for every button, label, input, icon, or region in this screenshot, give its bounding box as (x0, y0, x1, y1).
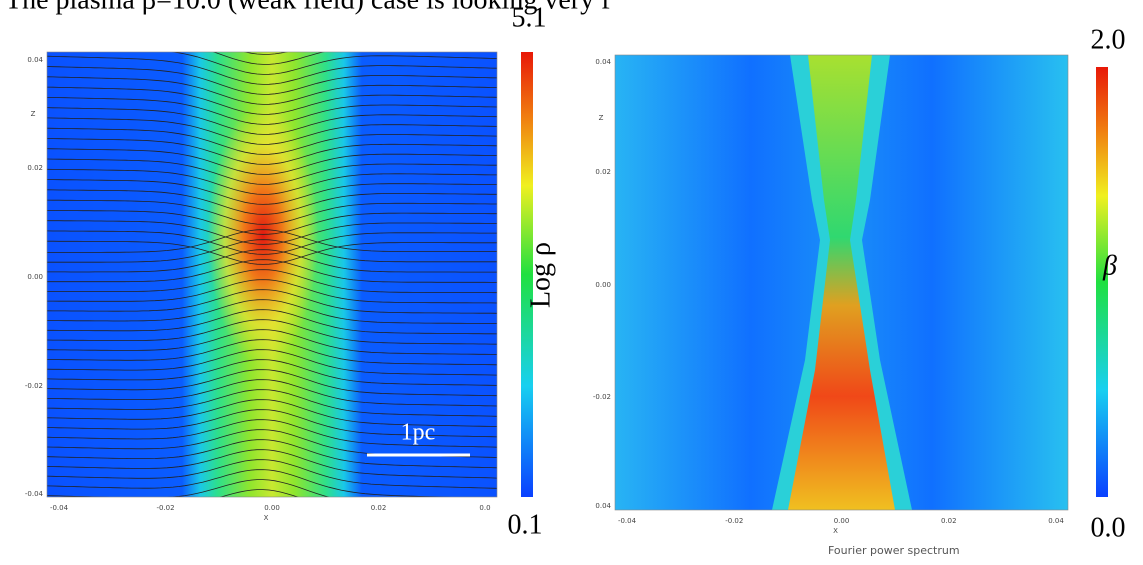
colorbar (521, 52, 533, 497)
y-axis-label: Z (31, 110, 36, 118)
y-tick-label: 0.02 (595, 168, 611, 176)
field-line (47, 86, 497, 115)
field-line (47, 249, 497, 273)
field-line (47, 158, 497, 185)
hourglass-core (788, 55, 895, 510)
x-tick-label: 0.0 (479, 504, 490, 512)
field-line (47, 127, 497, 155)
colorbar-max: 5.1 (512, 2, 547, 33)
field-line (47, 168, 497, 195)
field-line (47, 97, 497, 125)
field-line (47, 76, 497, 105)
x-tick-label: -0.04 (50, 504, 69, 512)
x-tick-label: 0.02 (941, 517, 957, 525)
y-tick-label: 0.00 (27, 273, 43, 281)
field-line (47, 409, 497, 438)
field-line (47, 189, 497, 215)
field-line (47, 107, 497, 135)
field-line (47, 459, 497, 489)
field-line (47, 230, 497, 255)
scale-label: 1pc (401, 420, 436, 446)
field-line (47, 55, 497, 85)
field-line (47, 269, 497, 294)
y-tick-label: -0.04 (25, 490, 44, 498)
field-line (47, 179, 497, 205)
field-line (47, 339, 497, 366)
field-line (47, 479, 330, 497)
field-line (47, 148, 497, 175)
field-line (47, 239, 497, 263)
y-tick-label: 0.04 (595, 502, 611, 510)
y-axis-label: Z (599, 114, 604, 122)
field-line (47, 319, 497, 345)
field-line (47, 138, 497, 165)
field-line (212, 52, 325, 65)
x-tick-label: -0.02 (725, 517, 743, 525)
x-tick-label: 0.00 (264, 504, 280, 512)
colorbar-label: Log ρ (525, 242, 556, 308)
field-line (47, 299, 497, 324)
field-line (47, 117, 497, 145)
field-line (47, 329, 497, 355)
field-line (47, 15, 497, 44)
y-tick-label: -0.02 (593, 393, 611, 401)
plot-frame (46, 51, 498, 498)
field-line (47, 289, 497, 314)
field-line (47, 419, 497, 448)
field-line (47, 510, 497, 540)
colorbar-max: 2.0 (1091, 24, 1126, 55)
y-tick-label: 0.02 (27, 164, 43, 172)
field-line (47, 439, 497, 469)
density-map: 1pc (46, 15, 498, 560)
colorbar (1096, 67, 1108, 497)
field-line (47, 449, 497, 479)
field-lines (47, 15, 497, 560)
y-tick-label: -0.02 (25, 382, 43, 390)
field-line (47, 349, 497, 376)
field-line (171, 52, 497, 75)
field-line (47, 229, 497, 253)
y-tick-label: 0.04 (27, 56, 43, 64)
field-line (47, 66, 497, 95)
field-line (47, 520, 497, 551)
field-line (47, 530, 497, 560)
x-tick-label: -0.04 (618, 517, 637, 525)
field-line (47, 399, 497, 427)
field-line (47, 540, 497, 560)
field-line (47, 279, 497, 304)
x-axis-label: X (264, 514, 269, 522)
colorbar-min: 0.0 (1091, 512, 1126, 543)
field-line (47, 369, 497, 397)
field-line (47, 199, 497, 225)
field-line (219, 489, 299, 497)
colorbar-min: 0.1 (508, 509, 543, 540)
field-line (47, 240, 497, 265)
field-line (47, 210, 497, 235)
caption: Fourier power spectrum (828, 544, 960, 557)
x-tick-label: 0.00 (834, 517, 850, 525)
field-line (47, 259, 497, 283)
field-line (47, 389, 497, 417)
field-line (47, 359, 497, 386)
field-line (47, 379, 497, 407)
slide-title: The plasma β=10.0 (weak field) case is l… (5, 0, 611, 15)
y-tick-label: 0.00 (595, 281, 611, 289)
field-line (47, 220, 497, 245)
beta-map (614, 54, 1069, 511)
plot-frame (614, 54, 1069, 511)
x-axis-label: X (833, 527, 838, 535)
x-tick-label: 0.02 (371, 504, 387, 512)
y-tick-label: 0.04 (595, 58, 611, 66)
field-line (47, 309, 497, 335)
colorbar-label: β (1102, 250, 1117, 281)
field-line (47, 469, 453, 497)
x-tick-label: 0.04 (1048, 517, 1064, 525)
field-line (243, 52, 288, 55)
x-tick-label: -0.02 (156, 504, 174, 512)
